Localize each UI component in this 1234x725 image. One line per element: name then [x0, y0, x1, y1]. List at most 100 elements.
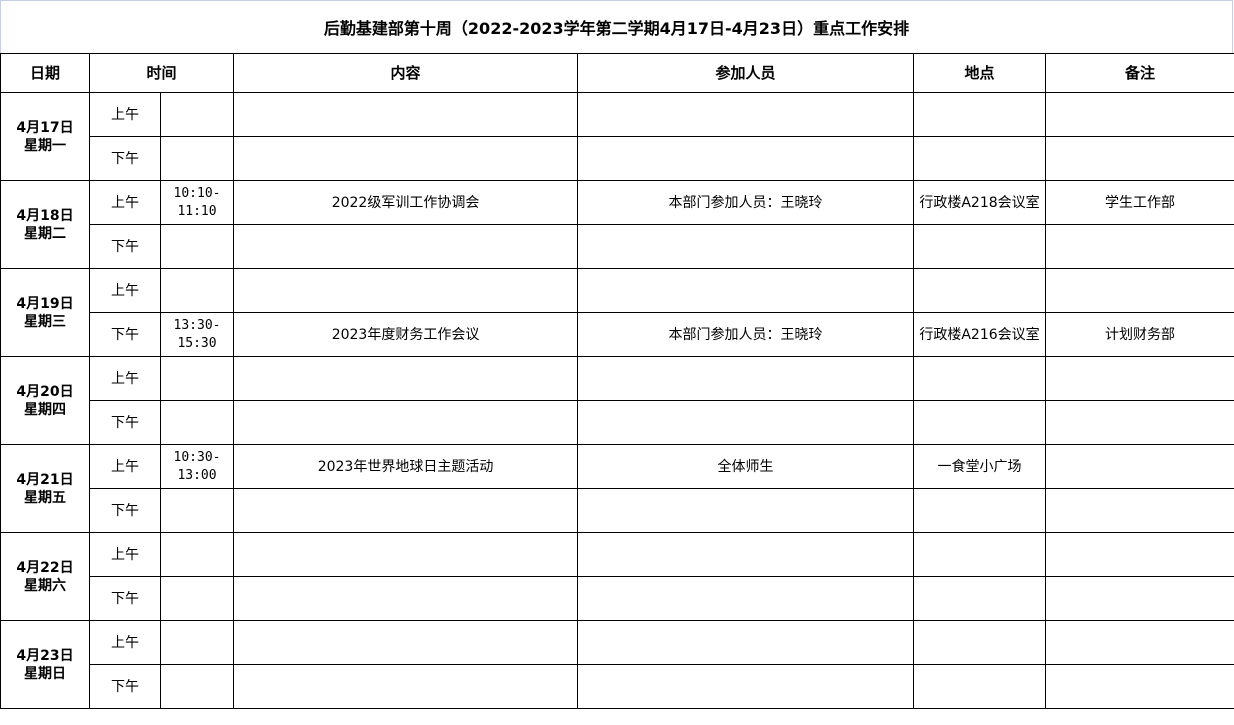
notes-cell[interactable] — [1045, 488, 1234, 533]
location-cell[interactable] — [913, 224, 1047, 269]
notes-cell[interactable] — [1045, 136, 1234, 181]
period-cell[interactable]: 上午 — [89, 532, 161, 577]
participants-cell[interactable] — [577, 224, 915, 269]
date-cell[interactable]: 4月21日 星期五 — [0, 444, 90, 533]
notes-cell[interactable] — [1045, 400, 1234, 445]
period-cell[interactable]: 下午 — [89, 576, 161, 621]
notes-cell[interactable] — [1045, 224, 1234, 269]
date-cell[interactable]: 4月19日 星期三 — [0, 268, 90, 357]
date-cell[interactable]: 4月17日 星期一 — [0, 92, 90, 181]
content-cell[interactable]: 2022级军训工作协调会 — [233, 180, 579, 225]
notes-cell[interactable] — [1045, 532, 1234, 577]
period-cell[interactable]: 下午 — [89, 488, 161, 533]
content-cell[interactable] — [233, 268, 579, 313]
participants-cell[interactable] — [577, 620, 915, 665]
time-cell[interactable]: 10:30-13:00 — [159, 444, 235, 489]
header-content[interactable]: 内容 — [233, 53, 579, 93]
notes-cell[interactable] — [1045, 664, 1234, 709]
participants-cell[interactable] — [577, 268, 915, 313]
period-cell[interactable]: 下午 — [89, 664, 161, 709]
notes-cell[interactable]: 计划财务部 — [1045, 312, 1234, 357]
location-cell[interactable] — [913, 488, 1047, 533]
period-cell[interactable]: 下午 — [89, 312, 161, 357]
content-cell[interactable] — [233, 620, 579, 665]
notes-cell[interactable]: 学生工作部 — [1045, 180, 1234, 225]
date-cell[interactable]: 4月23日 星期日 — [0, 620, 90, 709]
time-cell[interactable] — [159, 356, 235, 401]
time-cell[interactable] — [159, 136, 235, 181]
participants-cell[interactable]: 全体师生 — [577, 444, 915, 489]
table-row: 下午 — [1, 488, 1234, 533]
period-cell[interactable]: 上午 — [89, 620, 161, 665]
time-cell[interactable] — [159, 576, 235, 621]
content-cell[interactable] — [233, 92, 579, 137]
period-cell[interactable]: 上午 — [89, 356, 161, 401]
notes-cell[interactable] — [1045, 268, 1234, 313]
period-cell[interactable]: 下午 — [89, 224, 161, 269]
participants-cell[interactable] — [577, 400, 915, 445]
content-cell[interactable] — [233, 488, 579, 533]
participants-cell[interactable] — [577, 356, 915, 401]
content-cell[interactable] — [233, 224, 579, 269]
notes-cell[interactable] — [1045, 92, 1234, 137]
content-cell[interactable]: 2023年世界地球日主题活动 — [233, 444, 579, 489]
time-cell[interactable] — [159, 92, 235, 137]
content-cell[interactable] — [233, 400, 579, 445]
location-cell[interactable] — [913, 92, 1047, 137]
time-cell[interactable]: 10:10-11:10 — [159, 180, 235, 225]
period-cell[interactable]: 上午 — [89, 180, 161, 225]
location-cell[interactable] — [913, 664, 1047, 709]
period-cell[interactable]: 上午 — [89, 268, 161, 313]
header-location[interactable]: 地点 — [913, 53, 1047, 93]
location-cell[interactable]: 行政楼A218会议室 — [913, 180, 1047, 225]
location-cell[interactable] — [913, 576, 1047, 621]
time-cell[interactable] — [159, 532, 235, 577]
participants-cell[interactable]: 本部门参加人员：王晓玲 — [577, 312, 915, 357]
location-cell[interactable] — [913, 356, 1047, 401]
location-cell[interactable]: 一食堂小广场 — [913, 444, 1047, 489]
time-cell[interactable] — [159, 664, 235, 709]
period-cell[interactable]: 上午 — [89, 444, 161, 489]
content-cell[interactable] — [233, 664, 579, 709]
participants-cell[interactable] — [577, 532, 915, 577]
location-cell[interactable] — [913, 532, 1047, 577]
location-cell[interactable] — [913, 400, 1047, 445]
participants-cell[interactable]: 本部门参加人员：王晓玲 — [577, 180, 915, 225]
period-cell[interactable]: 下午 — [89, 400, 161, 445]
header-date[interactable]: 日期 — [0, 53, 90, 93]
participants-cell[interactable] — [577, 136, 915, 181]
table-row: 4月19日 星期三 上午 — [0, 268, 1234, 357]
notes-cell[interactable] — [1045, 356, 1234, 401]
time-cell[interactable]: 13:30-15:30 — [159, 312, 235, 357]
notes-cell[interactable] — [1045, 444, 1234, 489]
time-cell[interactable] — [159, 268, 235, 313]
participants-cell[interactable] — [577, 664, 915, 709]
header-participants[interactable]: 参加人员 — [577, 53, 915, 93]
location-cell[interactable]: 行政楼A216会议室 — [913, 312, 1047, 357]
time-cell[interactable] — [159, 620, 235, 665]
time-cell[interactable] — [159, 400, 235, 445]
period-cell[interactable]: 上午 — [89, 92, 161, 137]
time-cell[interactable] — [159, 224, 235, 269]
period-cell[interactable]: 下午 — [89, 136, 161, 181]
content-cell[interactable] — [233, 576, 579, 621]
location-cell[interactable] — [913, 620, 1047, 665]
location-cell[interactable] — [913, 268, 1047, 313]
date-label: 4月20日 — [16, 383, 74, 400]
location-cell[interactable] — [913, 136, 1047, 181]
participants-cell[interactable] — [577, 92, 915, 137]
content-cell[interactable] — [233, 532, 579, 577]
notes-cell[interactable] — [1045, 576, 1234, 621]
content-cell[interactable]: 2023年度财务工作会议 — [233, 312, 579, 357]
notes-cell[interactable] — [1045, 620, 1234, 665]
content-cell[interactable] — [233, 356, 579, 401]
header-notes[interactable]: 备注 — [1045, 53, 1234, 93]
date-cell[interactable]: 4月22日 星期六 — [0, 532, 90, 621]
header-time[interactable]: 时间 — [88, 53, 235, 93]
content-cell[interactable] — [233, 136, 579, 181]
participants-cell[interactable] — [577, 576, 915, 621]
time-cell[interactable] — [159, 488, 235, 533]
participants-cell[interactable] — [577, 488, 915, 533]
date-cell[interactable]: 4月20日 星期四 — [0, 356, 90, 445]
date-cell[interactable]: 4月18日 星期二 — [0, 180, 90, 269]
